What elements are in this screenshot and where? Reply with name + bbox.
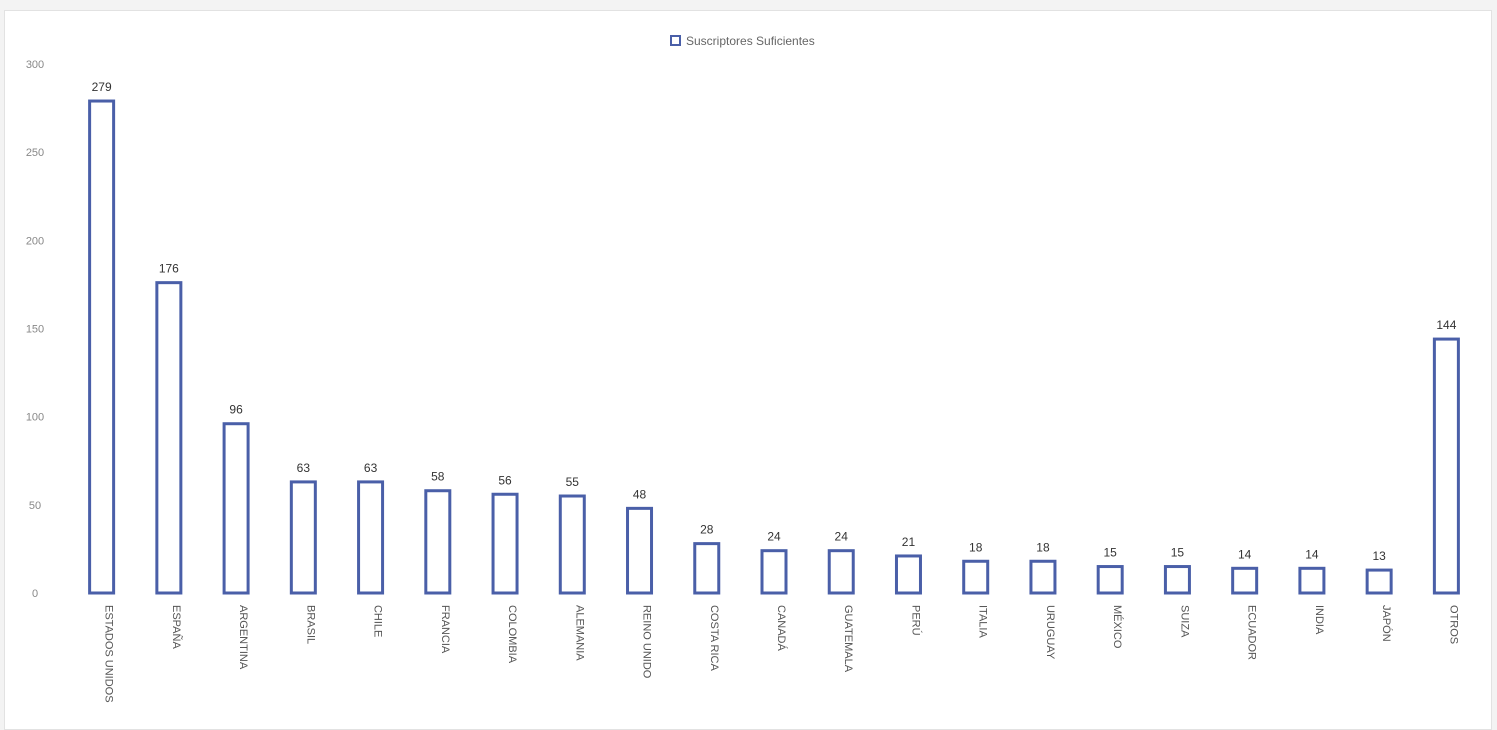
x-tick-label: SUIZA xyxy=(1178,605,1190,638)
data-label: 21 xyxy=(902,535,916,549)
bar xyxy=(1298,566,1326,595)
x-tick-label: ALEMANIA xyxy=(573,605,585,661)
data-label: 63 xyxy=(297,461,311,475)
bar xyxy=(1432,337,1460,595)
y-tick-label: 100 xyxy=(26,412,44,424)
data-label: 28 xyxy=(700,523,714,537)
x-tick-label: URUGUAY xyxy=(1044,605,1056,660)
bar xyxy=(1096,565,1124,595)
legend-label: Suscriptores Suficientes xyxy=(686,34,815,48)
x-tick-label: GUATEMALA xyxy=(842,605,854,673)
bar xyxy=(155,281,183,595)
data-label: 48 xyxy=(633,487,647,501)
y-tick-label: 300 xyxy=(26,59,44,71)
bar xyxy=(827,549,855,595)
x-tick-label: CANADÁ xyxy=(775,605,788,652)
y-tick-label: 0 xyxy=(32,588,38,600)
bar xyxy=(1365,568,1393,595)
legend: Suscriptores Suficientes xyxy=(670,34,815,48)
bar xyxy=(693,542,721,595)
x-tick-label: ITALIA xyxy=(977,605,989,638)
y-tick-label: 200 xyxy=(26,235,44,247)
data-label: 14 xyxy=(1238,547,1252,561)
data-label: 13 xyxy=(1372,549,1386,563)
data-label: 24 xyxy=(835,530,849,544)
x-tick-label: INDIA xyxy=(1313,605,1325,635)
legend-swatch xyxy=(670,35,681,46)
bar xyxy=(88,99,116,595)
data-label: 14 xyxy=(1305,547,1319,561)
x-axis: ESTADOS UNIDOS ESPAÑA ARGENTINA BRASIL CHILE… xyxy=(103,605,1460,703)
x-tick-label: ESTADOS UNIDOS xyxy=(103,605,115,703)
y-tick-label: 250 xyxy=(26,147,44,159)
y-tick-label: 150 xyxy=(26,324,44,336)
x-tick-label: FRANCIA xyxy=(439,605,451,654)
data-label: 15 xyxy=(1104,546,1118,560)
bar xyxy=(491,492,519,595)
data-label: 15 xyxy=(1171,546,1185,560)
data-label: 18 xyxy=(1036,540,1050,554)
bar xyxy=(289,480,317,595)
bar xyxy=(1163,565,1191,595)
bar xyxy=(424,489,452,595)
y-axis: 0 50 100 150 200 250 300 xyxy=(26,59,44,600)
data-label: 18 xyxy=(969,540,983,554)
x-tick-label: COSTA RICA xyxy=(708,605,720,671)
bar xyxy=(1029,559,1057,595)
x-tick-label: ARGENTINA xyxy=(237,605,249,670)
data-label: 96 xyxy=(229,403,243,417)
data-label: 63 xyxy=(364,461,378,475)
bar xyxy=(626,506,654,595)
bar xyxy=(894,554,922,595)
bar xyxy=(222,422,250,595)
data-label: 279 xyxy=(92,80,112,94)
x-tick-label: JAPÓN xyxy=(1380,605,1393,642)
bar xyxy=(962,559,990,595)
data-label: 55 xyxy=(566,475,580,489)
data-label: 176 xyxy=(159,262,179,276)
y-tick-label: 50 xyxy=(29,500,41,512)
bar xyxy=(760,549,788,595)
bar xyxy=(558,494,586,595)
x-tick-label: CHILE xyxy=(372,605,384,637)
data-label: 24 xyxy=(767,530,781,544)
bars: 279 176 96 63 63 58 56 55 48 28 24 24 21 18 18 15 15 14 14… xyxy=(88,80,1460,595)
bar xyxy=(357,480,385,595)
x-tick-label: OTROS xyxy=(1447,605,1459,644)
x-tick-label: BRASIL xyxy=(304,605,316,644)
data-label: 56 xyxy=(498,473,512,487)
x-tick-label: COLOMBIA xyxy=(506,605,518,664)
chart-frame: Suscriptores Suficientes 0 50 100 150 200 250… xyxy=(4,10,1492,730)
x-tick-label: ECUADOR xyxy=(1246,605,1258,660)
x-tick-label: PERÚ xyxy=(909,605,922,636)
bar-chart: Suscriptores Suficientes 0 50 100 150 200 250… xyxy=(26,34,1460,703)
data-label: 144 xyxy=(1436,318,1456,332)
x-tick-label: MÉXICO xyxy=(1111,605,1124,649)
x-tick-label: REINO UNIDO xyxy=(641,605,653,679)
bar xyxy=(1231,566,1259,595)
data-label: 58 xyxy=(431,470,445,484)
x-tick-label: ESPAÑA xyxy=(170,605,183,649)
